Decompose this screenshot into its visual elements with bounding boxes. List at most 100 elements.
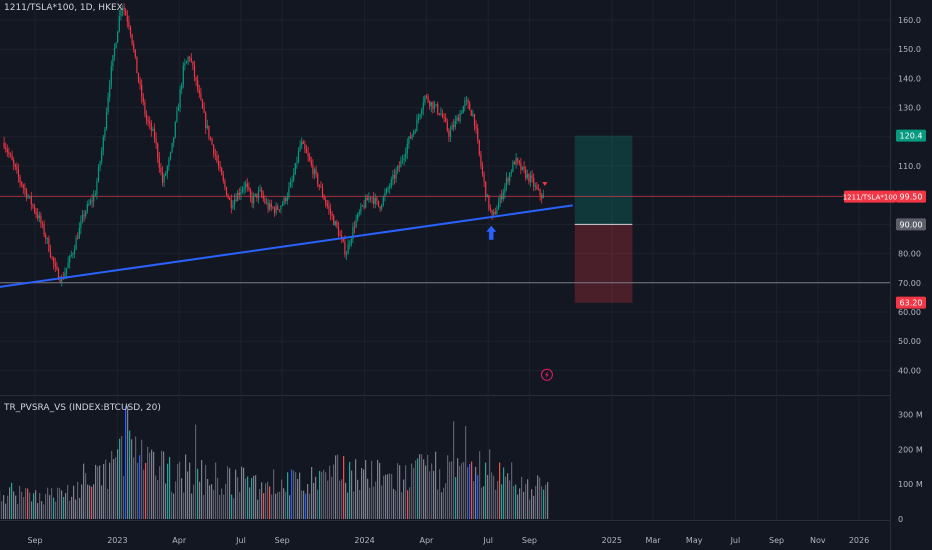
candle-body — [8, 152, 10, 154]
candle-body — [73, 249, 76, 254]
candle-body — [301, 141, 303, 146]
volume-bar — [5, 503, 7, 519]
candle-body — [288, 187, 290, 197]
candle-body — [358, 211, 360, 214]
volume-bar — [121, 435, 123, 519]
volume-tick-label: 300 M — [898, 411, 923, 420]
volume-bar — [471, 461, 473, 519]
volume-bar — [167, 463, 169, 519]
volume-bar — [245, 478, 247, 519]
volume-bar — [249, 487, 251, 519]
candle-body — [326, 203, 328, 207]
candle-body — [233, 199, 236, 206]
volume-bar — [265, 483, 267, 519]
volume-bar — [99, 465, 101, 519]
time-tick-label: Apr — [419, 536, 434, 545]
candle-body — [86, 204, 88, 212]
candle-body — [46, 238, 48, 240]
candle-body — [193, 65, 196, 78]
candle-body — [285, 198, 287, 202]
volume-bar — [439, 469, 441, 519]
candle-body — [169, 152, 172, 159]
candle-body — [213, 144, 215, 154]
candle-body — [152, 129, 154, 131]
volume-bar — [253, 475, 255, 519]
volume-bar — [351, 470, 353, 519]
candle-body — [157, 143, 159, 158]
arrow-up-marker[interactable] — [486, 225, 497, 240]
volume-bar — [413, 468, 415, 519]
candle-body — [128, 21, 130, 27]
volume-bar — [251, 478, 253, 519]
candle-body — [153, 129, 156, 139]
volume-bar — [39, 492, 41, 519]
volume-bar — [459, 465, 461, 519]
volume-bar — [457, 458, 459, 519]
volume-bar — [175, 481, 177, 519]
volume-bar — [123, 475, 125, 519]
volume-bar — [215, 462, 217, 519]
volume-bar — [299, 472, 301, 519]
trendline[interactable] — [0, 204, 573, 288]
volume-bar — [119, 438, 121, 519]
candle-body — [25, 189, 28, 198]
volume-bar — [479, 451, 481, 519]
candle-body — [464, 100, 466, 107]
candle-body — [264, 198, 266, 203]
volume-bar — [57, 487, 59, 519]
candle-body — [339, 235, 341, 237]
volume-bar — [103, 463, 105, 519]
volume-bar — [343, 456, 345, 519]
candle-body — [401, 159, 404, 161]
position-tool — [574, 135, 633, 303]
candle-body — [209, 137, 212, 139]
chart-title: 1211/TSLA*100, 1D, HKEX — [4, 3, 123, 13]
candle-body — [113, 47, 116, 56]
candle-body — [373, 197, 375, 204]
candle-body — [344, 241, 346, 255]
position-stop-zone[interactable] — [574, 224, 633, 303]
time-tick-label: Jul — [482, 536, 493, 545]
volume-bar — [341, 479, 343, 519]
candle-body — [430, 101, 432, 107]
candle-body — [112, 55, 114, 67]
candle-body — [294, 163, 296, 175]
candle-body — [232, 205, 234, 208]
volume-bar — [165, 483, 167, 519]
candle-body — [405, 153, 407, 158]
candle-body — [395, 170, 397, 179]
candle-body — [280, 205, 282, 210]
volume-bar — [393, 488, 395, 519]
volume-bar — [375, 481, 377, 519]
candle-body — [542, 194, 544, 198]
volume-bar — [145, 462, 147, 519]
candle-body — [299, 145, 301, 151]
candle-body — [397, 166, 399, 171]
position-target-zone[interactable] — [574, 135, 633, 225]
candle-body — [214, 153, 216, 156]
volume-bar — [377, 459, 379, 519]
candle-body — [83, 214, 85, 217]
volume-bar — [461, 463, 463, 519]
candle-body — [56, 266, 58, 270]
volume-bar — [391, 474, 393, 519]
candle-body — [277, 206, 279, 210]
candle-body — [17, 169, 20, 177]
candle-body — [222, 175, 224, 181]
candle-body — [37, 214, 39, 219]
volume-bar — [129, 430, 131, 519]
arrow-down-marker[interactable] — [542, 182, 548, 187]
volume-bar — [283, 488, 285, 519]
candle-body — [184, 63, 186, 66]
candle-body — [510, 171, 512, 173]
volume-bar — [25, 488, 27, 519]
candle-body — [411, 134, 413, 139]
candle-body — [520, 162, 522, 170]
volume-bar — [381, 485, 383, 519]
volume-bar — [497, 480, 499, 519]
candle-body — [349, 244, 351, 246]
volume-bar — [65, 492, 67, 519]
volume-bar — [179, 461, 181, 519]
candle-body — [374, 197, 376, 204]
